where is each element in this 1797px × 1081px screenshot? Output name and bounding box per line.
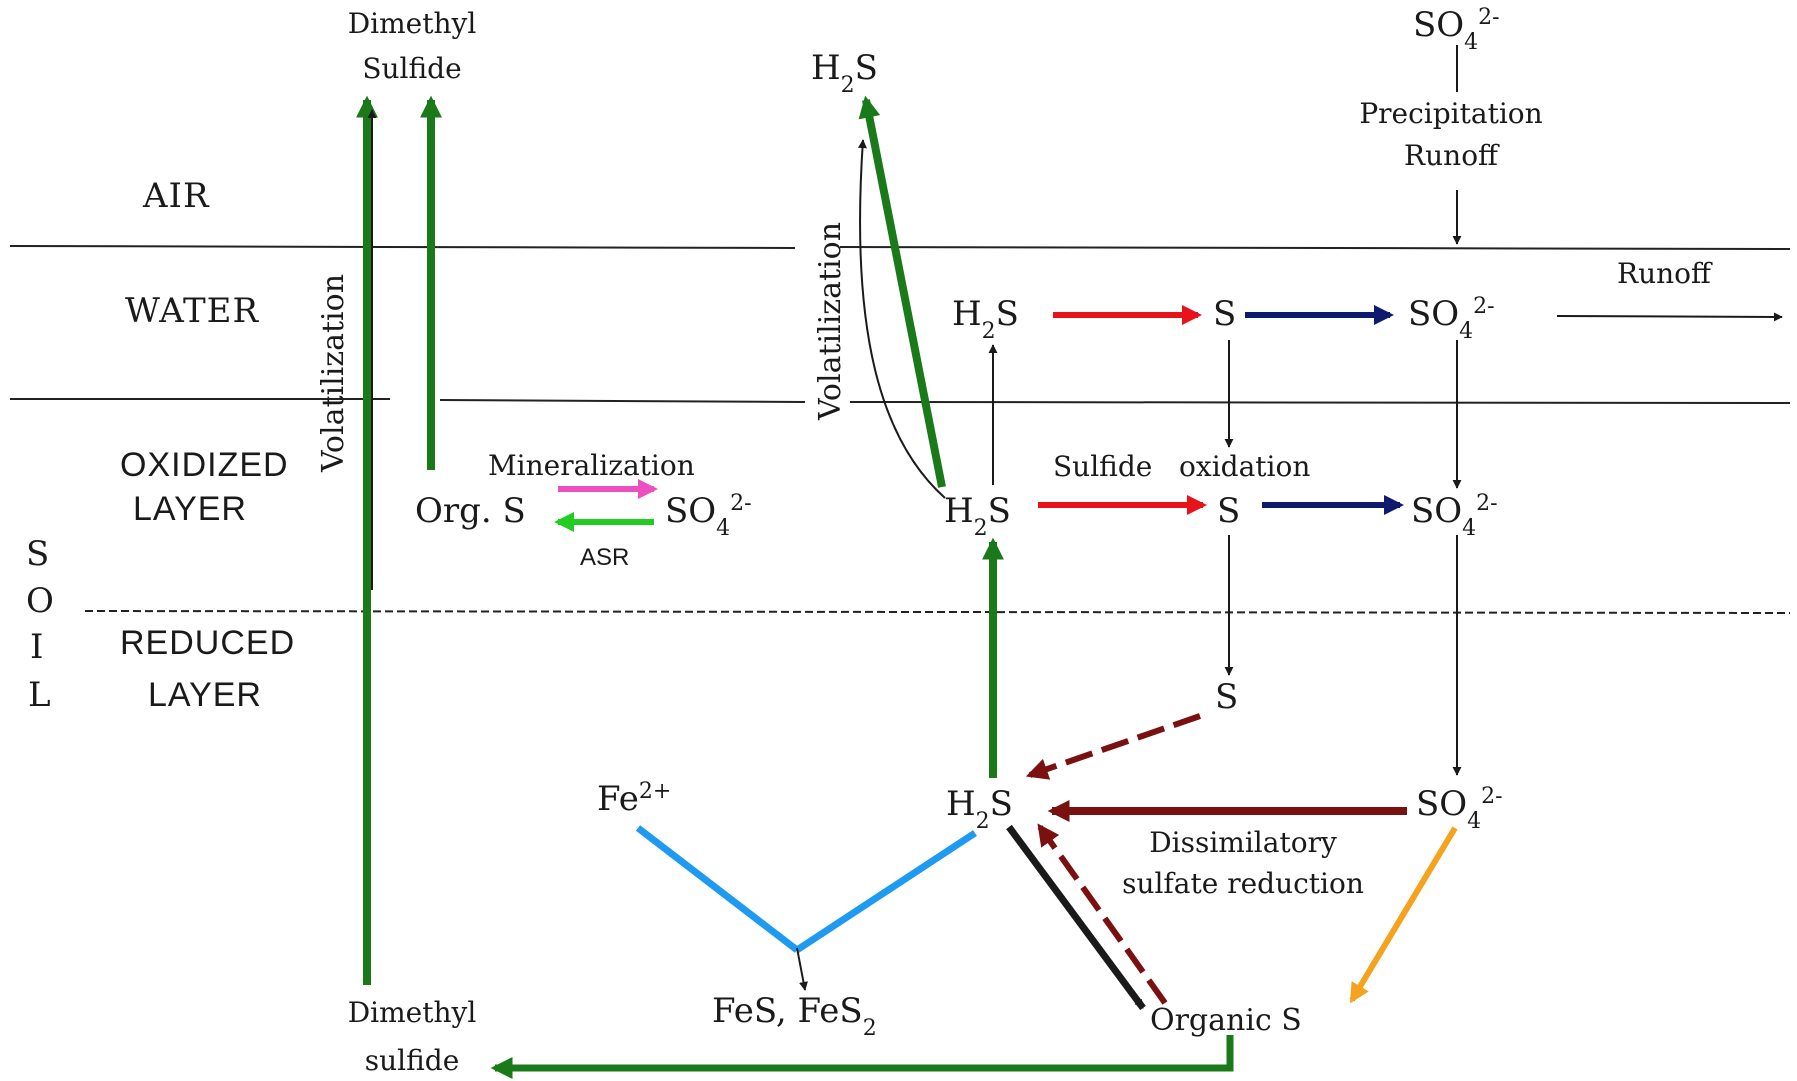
label-precipitation: Precipitation bbox=[1359, 97, 1542, 130]
species-dms-air: Dimethyl bbox=[348, 7, 477, 40]
species-dms-soil: sulfide bbox=[365, 1044, 460, 1077]
label-runoff: Runoff bbox=[1617, 257, 1713, 290]
water-oxidized-boundary bbox=[10, 398, 1791, 404]
arrow-s-to-h2s-reduced bbox=[1025, 713, 1201, 780]
arrow-fe2-to-fes bbox=[635, 825, 800, 953]
label-mineralization: Mineralization bbox=[488, 449, 695, 482]
species-h2s-water: H2S bbox=[952, 294, 1019, 344]
species-dms-air: Sulfide bbox=[362, 52, 461, 85]
species-dms-soil: Dimethyl bbox=[348, 996, 477, 1029]
zone-water: WATER bbox=[125, 291, 259, 331]
zone-air: AIR bbox=[142, 176, 210, 216]
species-so4-reduced: SO42- bbox=[1416, 784, 1503, 834]
species-so4-oxidized-left: SO42- bbox=[665, 491, 752, 541]
species-org-s: Org. S bbox=[415, 491, 526, 531]
arrow-so4-to-organic-s bbox=[1349, 826, 1458, 1004]
species-h2s-reduced: H2S bbox=[946, 784, 1013, 834]
species-s-oxidized: S bbox=[1217, 491, 1240, 531]
arrow-organic-s-to-dms bbox=[490, 1035, 1234, 1079]
label-sulfide-oxidation: Sulfide oxidation bbox=[1053, 450, 1310, 483]
arrow-h2s-to-organic-s bbox=[1006, 824, 1146, 1011]
species-so4-water: SO42- bbox=[1408, 294, 1495, 344]
soil-letter: S bbox=[26, 534, 50, 574]
zone-reduced-layer: LAYER bbox=[148, 676, 262, 714]
arrow-iron-sulfide-stem bbox=[796, 947, 808, 991]
arrow-h2s-volatilization-thin bbox=[857, 139, 946, 499]
arrow-organic-s-to-h2s bbox=[1037, 823, 1168, 1005]
arrows bbox=[356, 45, 1783, 1079]
label-dissimilatory: Dissimilatory bbox=[1149, 826, 1337, 859]
arrow-runoff bbox=[1556, 312, 1783, 322]
species-so4-air: SO42- bbox=[1413, 5, 1500, 55]
oxidized-reduced-boundary bbox=[84, 610, 1791, 614]
label-dissimilatory-sulfate-reduction: sulfate reduction bbox=[1122, 867, 1364, 900]
species-s-water: S bbox=[1213, 294, 1236, 334]
air-water-boundary bbox=[9, 245, 1791, 250]
zone-reduced: REDUCED bbox=[120, 624, 295, 662]
process-labels: Precipitation Runoff Runoff Volatilizati… bbox=[316, 97, 1713, 900]
arrow-h2s-to-fes bbox=[795, 830, 977, 953]
zone-oxidized-layer: LAYER bbox=[133, 490, 247, 528]
species-iron-sulfides: FeS, FeS2 bbox=[712, 991, 877, 1041]
species-fe2: Fe2+ bbox=[597, 779, 671, 820]
arrow-h2s-volatilization bbox=[858, 95, 946, 488]
soil-vertical-label: S O I L bbox=[26, 534, 55, 715]
label-precipitation-runoff: Runoff bbox=[1404, 139, 1500, 172]
species-s-reduced: S bbox=[1215, 677, 1238, 717]
label-volatilization-left: Volatilization bbox=[316, 274, 351, 473]
soil-letter: I bbox=[30, 627, 44, 667]
zone-oxidized: OXIDIZED bbox=[120, 446, 289, 484]
species-organic-s: Organic S bbox=[1150, 1003, 1302, 1038]
species-h2s-oxidized: H2S bbox=[944, 491, 1011, 541]
soil-letter: L bbox=[28, 675, 52, 715]
label-asr: ASR bbox=[580, 544, 629, 571]
species-so4-oxidized: SO42- bbox=[1411, 491, 1498, 541]
species-h2s-air: H2S bbox=[811, 48, 878, 98]
soil-letter: O bbox=[26, 581, 55, 621]
label-volatilization-right: Volatilization bbox=[813, 222, 848, 421]
layer-boundaries bbox=[9, 245, 1791, 614]
species-labels: Dimethyl Sulfide H2S SO42- H2S S SO42- O… bbox=[348, 5, 1503, 1078]
